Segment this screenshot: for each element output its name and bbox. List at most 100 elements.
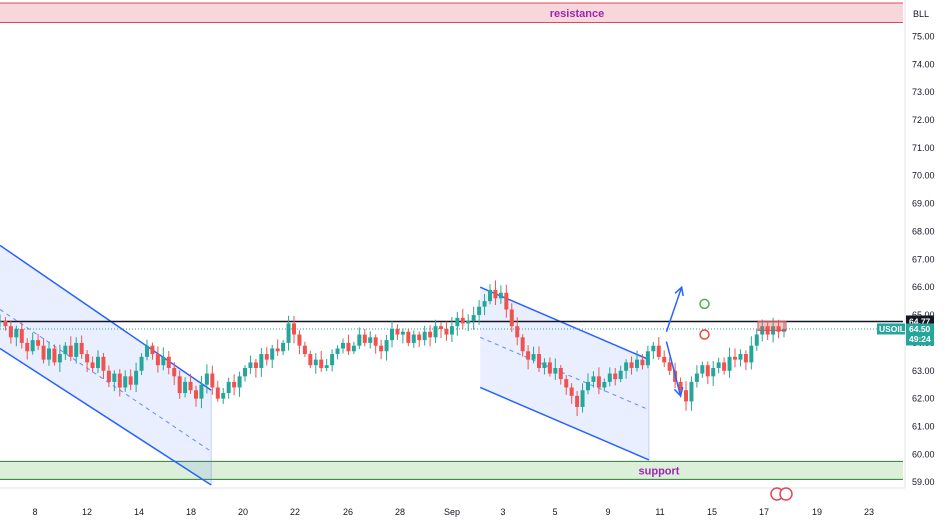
arrow-head (673, 386, 684, 398)
candle-body (368, 337, 373, 343)
candle-body (145, 345, 149, 357)
candle-body (36, 340, 41, 346)
candle-body (8, 326, 13, 338)
candle-body (324, 365, 329, 368)
candle-body (177, 376, 182, 394)
candle-body (308, 354, 313, 366)
candle-body (635, 359, 639, 368)
candle-body (531, 354, 536, 360)
candle-body (264, 354, 269, 360)
economic-event-icon[interactable] (770, 487, 793, 501)
candle-body (128, 376, 133, 385)
candle-body (596, 376, 601, 388)
projection-arrow-up[interactable] (665, 285, 684, 333)
countdown-value: 49:24 (909, 334, 931, 344)
candle-body (199, 384, 204, 399)
price-scale-unit: BLL (913, 9, 929, 19)
candle-body (640, 359, 645, 366)
candle-body (3, 320, 8, 327)
symbol-tag-label: USOIL (879, 324, 905, 334)
y-tick-label: 68.00 (912, 226, 935, 236)
candle-body (117, 373, 122, 388)
candle-body (694, 373, 699, 382)
candle-body (79, 342, 84, 355)
marker-green (699, 298, 710, 310)
candle-body (0, 320, 2, 322)
candle-body (313, 359, 318, 366)
candle-body (379, 345, 384, 352)
candle-body (613, 373, 618, 380)
candle-body (395, 328, 400, 335)
channel-1[interactable] (0, 244, 212, 486)
channel-fill (0, 245, 212, 485)
candle-body (292, 323, 296, 335)
y-tick-label: 73.00 (912, 87, 935, 97)
candle-body (460, 317, 465, 324)
candle-body (488, 289, 492, 302)
candle-body (19, 328, 24, 343)
candle-body (705, 365, 710, 377)
candle-body (629, 362, 634, 368)
candle-body (188, 381, 193, 391)
y-tick-label: 70.00 (912, 171, 935, 181)
candle-body (700, 365, 705, 374)
candle-body (101, 356, 106, 371)
candle-body (390, 328, 394, 341)
candle-body (651, 345, 656, 352)
candle-body (373, 337, 378, 346)
channel-upper-line[interactable] (0, 244, 212, 391)
candle-body (57, 354, 62, 363)
candle-body (477, 306, 482, 316)
y-tick-label: 71.00 (912, 143, 935, 153)
y-tick-label: 62.00 (912, 394, 935, 404)
candle-body (776, 326, 781, 332)
channel-lower-line[interactable] (479, 386, 650, 461)
candle-body (602, 381, 607, 388)
projection-arrow-down[interactable] (665, 341, 684, 398)
candle-body (183, 381, 188, 394)
candle-body (509, 309, 514, 327)
candle-body (722, 362, 727, 371)
x-tick-label: 20 (238, 507, 248, 517)
x-tick-label: 8 (32, 507, 37, 517)
entry-box[interactable] (757, 320, 787, 331)
arrow-head (674, 285, 684, 297)
candle-body (618, 370, 623, 380)
candle-body (351, 345, 356, 352)
candle-body (439, 326, 443, 329)
candle-body (302, 345, 307, 355)
candle-body (52, 348, 57, 363)
candle-body (558, 367, 563, 380)
x-tick-label: 22 (290, 507, 300, 517)
candle-body (662, 356, 667, 363)
candle-body (215, 387, 220, 399)
zone-support (0, 461, 903, 480)
candle-body (449, 326, 454, 335)
candle-body (243, 367, 247, 377)
zone-label-support: support (639, 465, 680, 477)
candle-body (400, 331, 405, 335)
y-tick-label: 69.00 (912, 199, 935, 209)
candle-body (335, 348, 340, 355)
candle-body (330, 354, 335, 366)
channel-lower-line[interactable] (0, 347, 212, 486)
y-tick-label: 74.00 (912, 59, 935, 69)
candle-body (433, 326, 438, 338)
candle-body (422, 331, 427, 341)
x-tick-label: 17 (759, 507, 769, 517)
x-tick-label: 15 (707, 507, 717, 517)
channel-2[interactable] (479, 286, 650, 461)
candle-body (172, 367, 177, 377)
candle-body (232, 381, 237, 388)
event-icon-ring (779, 487, 793, 501)
candle-body (575, 395, 580, 407)
candle-body (259, 354, 264, 368)
candle-body (586, 381, 590, 391)
candle-body (341, 342, 345, 349)
candle-body (411, 334, 416, 343)
candle-body (25, 342, 30, 352)
candle-body (537, 354, 541, 368)
y-tick-label: 59.00 (912, 477, 935, 487)
